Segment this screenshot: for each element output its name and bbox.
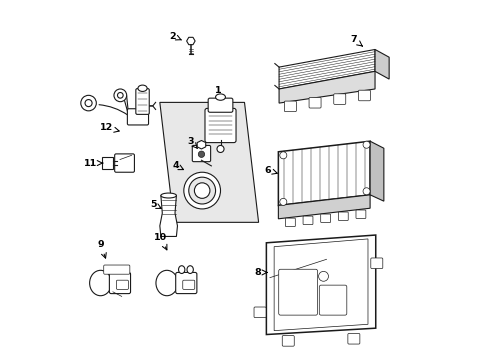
Polygon shape [274,239,367,330]
Circle shape [188,177,215,204]
FancyBboxPatch shape [320,214,330,222]
Circle shape [362,188,369,195]
FancyBboxPatch shape [308,98,321,108]
FancyBboxPatch shape [192,145,210,162]
Text: 12: 12 [100,123,119,132]
Text: 11: 11 [83,158,102,167]
Polygon shape [186,37,195,45]
Circle shape [117,93,123,98]
Text: 4: 4 [172,161,183,170]
Polygon shape [197,140,205,149]
Text: 10: 10 [154,233,167,250]
Ellipse shape [156,270,178,296]
FancyBboxPatch shape [284,101,296,112]
FancyBboxPatch shape [338,212,347,220]
FancyBboxPatch shape [278,269,317,315]
Text: 7: 7 [350,35,362,46]
Ellipse shape [89,270,111,296]
Circle shape [183,172,220,209]
Ellipse shape [138,85,147,91]
FancyBboxPatch shape [319,285,346,315]
FancyBboxPatch shape [136,89,149,114]
FancyBboxPatch shape [204,108,236,143]
FancyBboxPatch shape [253,307,265,318]
Ellipse shape [178,266,184,274]
FancyBboxPatch shape [358,90,370,101]
Text: 6: 6 [264,166,277,175]
FancyBboxPatch shape [102,157,113,170]
FancyBboxPatch shape [285,218,295,226]
FancyBboxPatch shape [103,265,130,274]
Circle shape [279,152,286,159]
FancyBboxPatch shape [370,258,382,269]
Polygon shape [369,141,383,201]
Circle shape [81,95,96,111]
FancyBboxPatch shape [109,273,130,294]
Polygon shape [279,71,374,103]
Polygon shape [279,49,374,89]
Polygon shape [266,235,375,334]
FancyBboxPatch shape [333,94,345,104]
Polygon shape [160,195,177,237]
Ellipse shape [215,94,225,100]
FancyBboxPatch shape [282,336,294,346]
Polygon shape [278,195,369,219]
Text: 1: 1 [214,86,223,101]
Circle shape [198,151,204,157]
Text: 8: 8 [254,268,266,277]
Circle shape [362,141,369,148]
FancyBboxPatch shape [183,280,194,289]
Circle shape [85,100,92,107]
FancyBboxPatch shape [208,98,232,112]
Ellipse shape [186,266,193,274]
FancyBboxPatch shape [355,210,365,219]
Text: 5: 5 [150,200,161,209]
FancyBboxPatch shape [114,154,134,172]
FancyBboxPatch shape [127,109,148,125]
FancyBboxPatch shape [303,216,312,225]
Text: 3: 3 [187,137,197,148]
Circle shape [279,198,286,206]
Circle shape [114,89,126,102]
FancyBboxPatch shape [347,333,359,344]
Polygon shape [374,49,388,79]
FancyBboxPatch shape [175,273,197,294]
Circle shape [217,145,224,153]
FancyBboxPatch shape [116,280,128,289]
Polygon shape [160,102,258,222]
Ellipse shape [161,193,176,198]
Text: 9: 9 [97,240,106,258]
Circle shape [194,183,209,198]
Circle shape [318,271,328,281]
Text: 2: 2 [169,32,181,41]
Polygon shape [278,141,369,206]
